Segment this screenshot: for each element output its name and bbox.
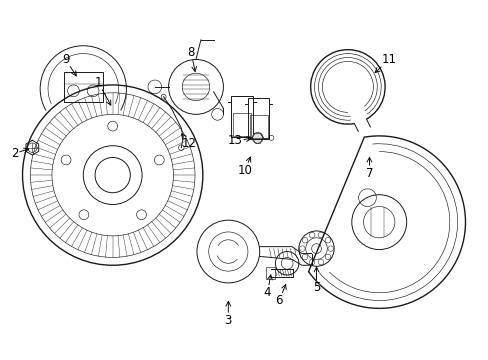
Text: 10: 10 [237,157,252,177]
Circle shape [252,132,263,143]
Text: 13: 13 [227,134,250,147]
Text: 9: 9 [62,53,76,76]
Text: 8: 8 [187,46,196,71]
Text: 7: 7 [365,157,372,180]
Text: 4: 4 [263,275,272,299]
Text: 5: 5 [312,267,320,294]
Text: 3: 3 [224,301,231,327]
Text: 2: 2 [11,147,29,160]
Text: 6: 6 [275,284,285,307]
Text: 12: 12 [181,134,196,150]
Text: 1: 1 [94,76,111,105]
Text: 11: 11 [374,53,396,73]
